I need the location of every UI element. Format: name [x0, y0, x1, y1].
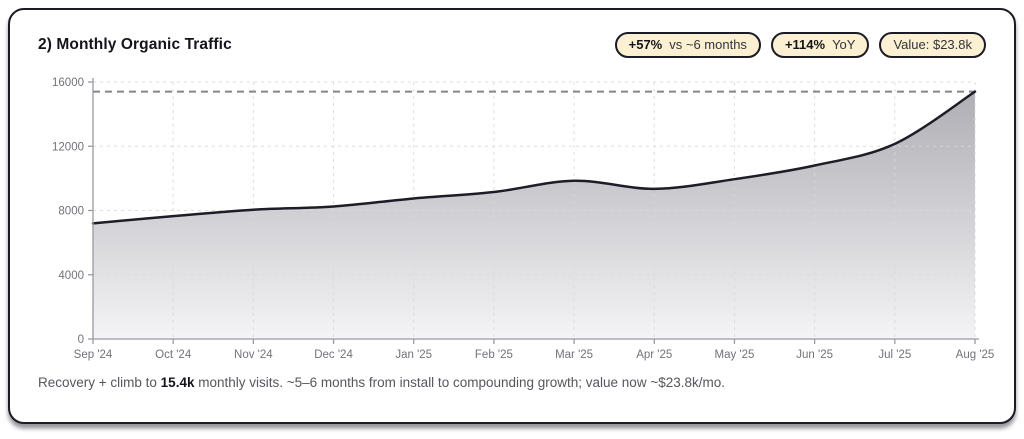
badge-value-per-month: Value: $23.8k [879, 32, 986, 58]
svg-text:Nov '24: Nov '24 [234, 349, 273, 361]
svg-text:May '25: May '25 [714, 349, 754, 361]
chart-title: 2) Monthly Organic Traffic [38, 36, 232, 53]
svg-text:Feb '25: Feb '25 [475, 349, 513, 361]
badge-label: Value: $23.8k [893, 37, 972, 52]
svg-text:Oct '24: Oct '24 [155, 349, 192, 361]
svg-text:Aug '25: Aug '25 [956, 349, 995, 361]
svg-text:Sep '24: Sep '24 [74, 349, 113, 361]
badge-value: +114% [784, 37, 826, 52]
svg-text:Jun '25: Jun '25 [796, 349, 833, 361]
svg-text:12000: 12000 [52, 141, 84, 153]
svg-text:0: 0 [78, 334, 84, 346]
caption-text: Recovery + climb to [38, 375, 161, 390]
area-fill [93, 91, 975, 339]
badge-label: YoY [832, 37, 856, 52]
svg-text:Apr '25: Apr '25 [636, 349, 672, 361]
badge-label: vs ~6 months [669, 37, 747, 52]
badge-row: +57% vs ~6 months +114% YoY Value: $23.8… [614, 32, 986, 58]
chart-caption: Recovery + climb to 15.4k monthly visits… [38, 373, 986, 392]
traffic-card: 2) Monthly Organic Traffic +57% vs ~6 mo… [8, 8, 1016, 424]
svg-text:Dec '24: Dec '24 [314, 349, 353, 361]
tick-labels: 0 4000 8000 12000 16000 Sep '24 Oct '24 Nov '24… [52, 77, 994, 361]
axes [88, 78, 979, 344]
badge-vs-6-months: +57% vs ~6 months [614, 32, 761, 58]
svg-text:4000: 4000 [58, 270, 84, 282]
badge-value: +57% [628, 37, 663, 52]
badge-yoy: +114% YoY [770, 32, 870, 58]
svg-text:8000: 8000 [58, 206, 84, 218]
svg-text:Jul '25: Jul '25 [878, 349, 911, 361]
chart-area: 0 4000 8000 12000 16000 Sep '24 Oct '24 Nov '24… [38, 72, 994, 362]
svg-text:16000: 16000 [52, 77, 84, 89]
svg-text:Mar '25: Mar '25 [555, 349, 593, 361]
caption-highlight: 15.4k [160, 375, 195, 390]
svg-text:Jan '25: Jan '25 [395, 349, 432, 361]
caption-text: monthly visits. ~5–6 months from install… [194, 375, 725, 390]
trend-line [91, 90, 977, 225]
traffic-area-chart: 0 4000 8000 12000 16000 Sep '24 Oct '24 Nov '24… [52, 77, 994, 361]
card-header: 2) Monthly Organic Traffic +57% vs ~6 mo… [38, 30, 986, 60]
